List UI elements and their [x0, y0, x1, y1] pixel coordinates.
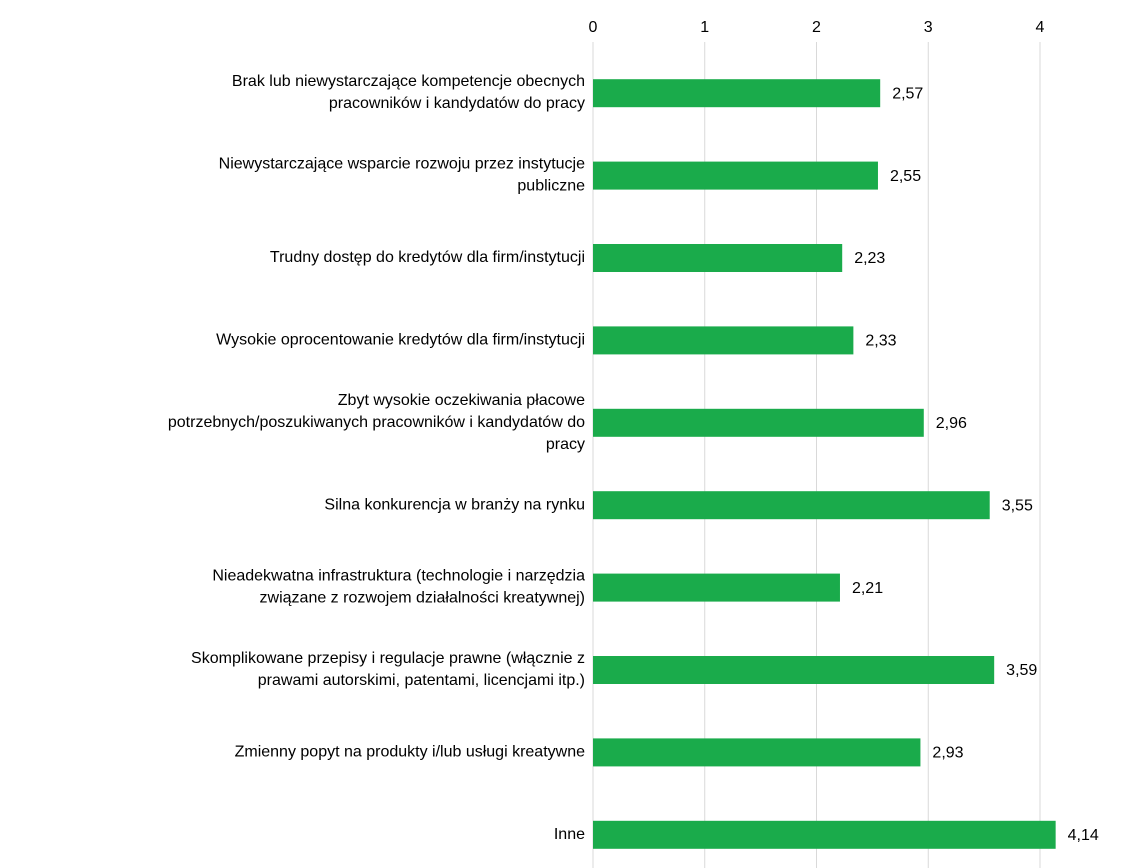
category-label: Niewystarczające wsparcie rozwoju przez …	[219, 156, 585, 195]
value-label: 2,57	[892, 85, 923, 102]
bar	[593, 79, 881, 108]
value-label: 3,59	[1006, 662, 1037, 679]
category-label: Zbyt wysokie oczekiwania płacowe potrzebn…	[168, 392, 585, 453]
category-label: Skomplikowane przepisy i regulacje prawn…	[191, 650, 585, 689]
x-tick-label: 1	[700, 19, 709, 36]
bar	[593, 820, 1056, 849]
value-label: 2,93	[932, 745, 963, 762]
bar	[593, 491, 990, 520]
value-label: 2,21	[852, 580, 883, 597]
category-label: Nieadekwatna infrastruktura (technologie…	[212, 568, 585, 607]
value-label: 2,55	[890, 168, 921, 185]
value-label: 2,96	[936, 415, 967, 432]
category-label: Brak lub niewystarczające kompetencje ob…	[232, 73, 585, 112]
bar	[593, 408, 924, 437]
bar	[593, 738, 921, 767]
bar	[593, 244, 843, 272]
category-label: Inne	[554, 826, 585, 843]
category-label: Wysokie oprocentowanie kredytów dla firm…	[216, 332, 585, 349]
bar	[593, 161, 878, 190]
x-tick-label: 0	[589, 19, 598, 36]
x-tick-label: 2	[812, 19, 821, 36]
category-label: Silna konkurencja w branży na rynku	[324, 496, 585, 513]
x-tick-label: 4	[1036, 19, 1045, 36]
category-label: Zmienny popyt na produkty i/lub usługi k…	[235, 744, 586, 761]
bar	[593, 656, 995, 684]
value-label: 2,23	[854, 250, 885, 267]
value-label: 2,33	[865, 333, 896, 350]
value-label: 3,55	[1002, 497, 1033, 514]
bar	[593, 326, 854, 355]
x-tick-label: 3	[924, 19, 933, 36]
value-label: 4,14	[1068, 827, 1099, 844]
bar	[593, 573, 840, 602]
category-label: Trudny dostęp do kredytów dla firm/insty…	[270, 249, 585, 266]
